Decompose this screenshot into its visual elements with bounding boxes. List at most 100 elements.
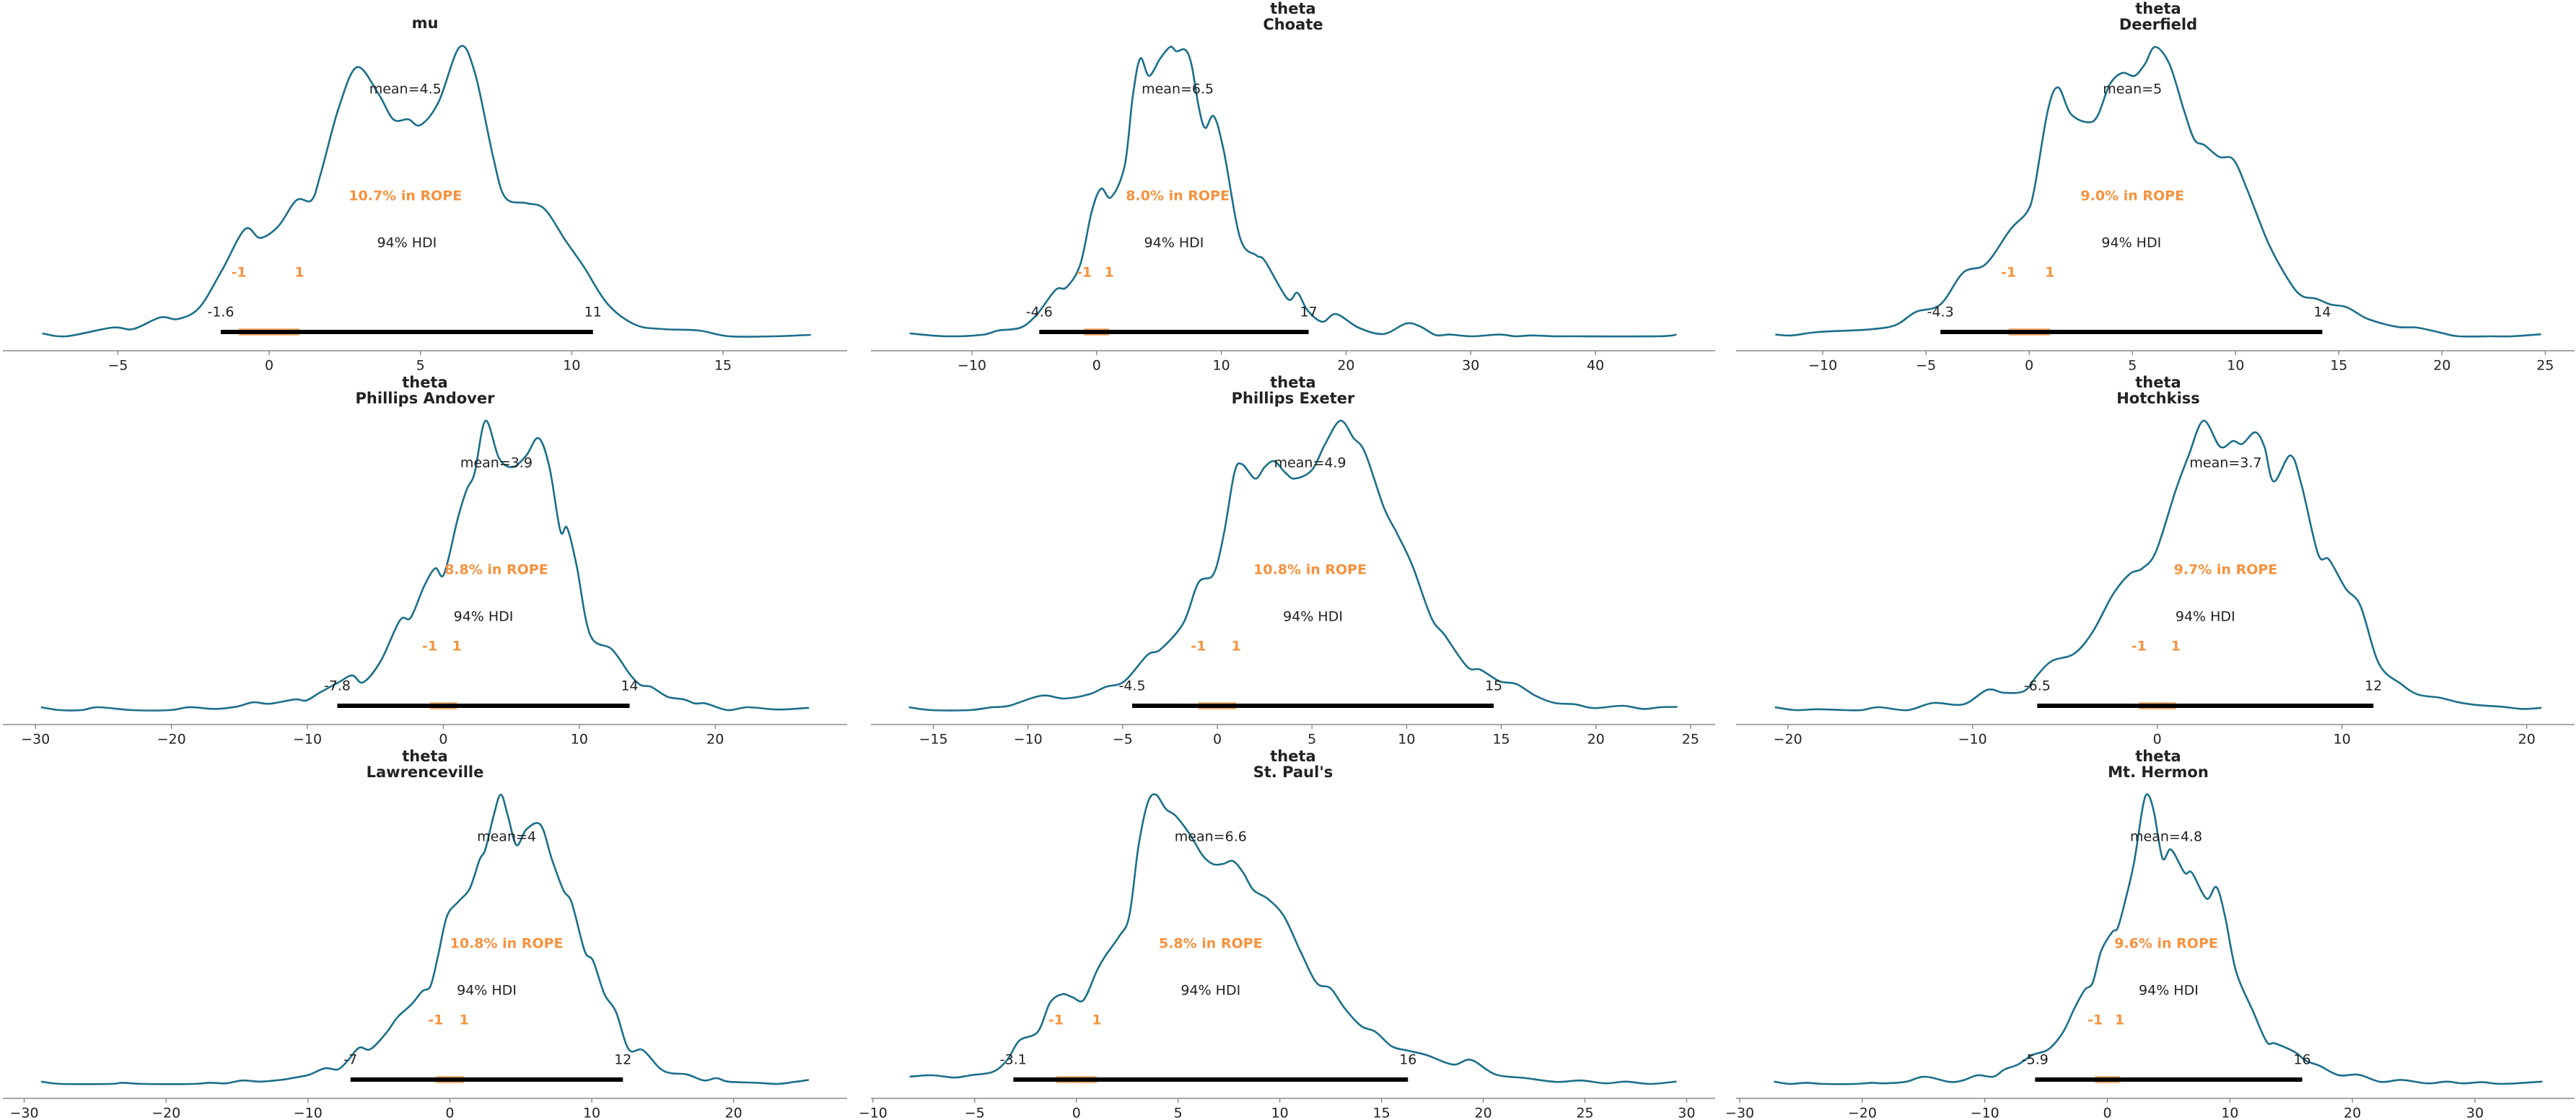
mean-label: mean=4	[477, 829, 536, 845]
hdi-label: 94% HDI	[377, 235, 437, 251]
subplot-title-school: Hotchkiss	[2116, 390, 2200, 407]
mean-label: mean=6.5	[1142, 82, 1214, 97]
x-tick-label: −10	[1971, 1106, 1999, 1120]
hdi-upper-label: 14	[621, 678, 638, 694]
rope-percent-label: 9.6% in ROPE	[2114, 936, 2218, 952]
rope-percent-label: 10.8% in ROPE	[450, 936, 564, 952]
rope-upper-label: 1	[2045, 265, 2054, 281]
hdi-lower-label: -5.9	[2022, 1052, 2049, 1068]
density-curve	[909, 793, 1677, 1085]
rope-lower-label: -1	[1077, 265, 1092, 281]
x-tick-label: 0	[1072, 1106, 1081, 1120]
density-curve	[908, 419, 1678, 712]
mean-label: mean=4.5	[369, 82, 442, 97]
hdi-upper-label: 12	[614, 1052, 631, 1068]
hdi-label: 94% HDI	[454, 609, 514, 625]
subplot-title-school: Choate	[1263, 16, 1323, 33]
subplot-title-variable: theta	[402, 748, 447, 765]
hdi-upper-label: 14	[2313, 305, 2331, 320]
x-tick-label: −10	[958, 358, 986, 374]
density-curve	[40, 419, 810, 712]
x-tick-label: 25	[1576, 1106, 1593, 1120]
rope-percent-label: 10.8% in ROPE	[1253, 562, 1367, 578]
subplot-title-school: St. Paul's	[1253, 764, 1333, 781]
hdi-lower-label: -4.6	[1026, 305, 1053, 320]
x-tick-label: 10	[1213, 358, 1230, 374]
rope-lower-label: -1	[232, 265, 247, 281]
x-tick-label: −5	[108, 358, 128, 374]
subplot-title-school: Phillips Exeter	[1232, 390, 1355, 407]
rope-lower-label: -1	[422, 639, 437, 655]
subplot-title-variable: theta	[1270, 748, 1315, 765]
x-tick-label: −20	[1848, 1106, 1877, 1120]
x-tick-label: 5	[1307, 732, 1316, 748]
density-curve	[1774, 419, 2542, 712]
x-tick-label: 30	[1462, 358, 1479, 374]
density-curve	[909, 45, 1677, 338]
x-tick-label: 0	[2103, 1106, 2111, 1120]
hdi-label: 94% HDI	[2139, 983, 2199, 999]
x-tick-label: 20	[1587, 732, 1605, 748]
hdi-upper-label: 16	[1399, 1052, 1416, 1068]
hdi-lower-label: -7	[343, 1052, 357, 1068]
rope-lower-label: -1	[2132, 639, 2147, 655]
x-tick-label: 20	[2344, 1106, 2361, 1120]
subplot-title-variable: theta	[2135, 374, 2181, 391]
hdi-upper-label: 15	[1485, 678, 1502, 694]
hdi-lower-label: -1.6	[207, 305, 234, 320]
x-tick-label: 30	[1678, 1106, 1695, 1120]
mean-label: mean=6.6	[1175, 829, 1247, 845]
rope-percent-label: 8.8% in ROPE	[444, 562, 548, 578]
rope-upper-label: 1	[2115, 1012, 2124, 1028]
rope-lower-label: -1	[1048, 1012, 1064, 1028]
subplot-title-variable: theta	[2135, 748, 2181, 765]
mean-label: mean=4.9	[1274, 455, 1346, 471]
rope-percent-label: 10.7% in ROPE	[349, 188, 462, 204]
rope-lower-label: -1	[1191, 639, 1206, 655]
hdi-lower-label: -4.5	[1118, 678, 1145, 694]
x-tick-label: 0	[2025, 358, 2033, 374]
hdi-label: 94% HDI	[2101, 235, 2161, 251]
x-tick-label: −30	[9, 1106, 38, 1120]
x-tick-label: −20	[157, 732, 186, 748]
rope-upper-label: 1	[459, 1012, 468, 1028]
x-tick-label: 15	[2330, 358, 2347, 374]
x-tick-label: −30	[1725, 1106, 1754, 1120]
x-tick-label: 10	[1398, 732, 1415, 748]
hdi-upper-label: 17	[1300, 305, 1318, 320]
x-tick-label: 0	[1213, 732, 1222, 748]
x-tick-label: −10	[1014, 732, 1043, 748]
x-tick-label: −15	[919, 732, 948, 748]
x-tick-label: 0	[2153, 732, 2162, 748]
rope-upper-label: 1	[452, 639, 462, 655]
x-tick-label: −5	[1113, 732, 1133, 748]
x-tick-label: 25	[1682, 732, 1699, 748]
x-tick-label: 10	[563, 358, 580, 374]
x-tick-label: −20	[1774, 732, 1802, 748]
x-tick-label: 15	[1492, 732, 1510, 748]
subplot-title-school: Deerfield	[2119, 16, 2197, 33]
mean-label: mean=3.7	[2189, 455, 2261, 471]
subplot-mu: mu mean=4.5 10.7% in ROPE 94% HDI -1 1 -1.6 11 −…	[3, 14, 847, 374]
rope-percent-label: 9.7% in ROPE	[2174, 562, 2278, 578]
rope-lower-label: -1	[2087, 1012, 2103, 1028]
subplot-title-variable: theta	[1270, 0, 1315, 17]
x-tick-label: 20	[2433, 358, 2450, 374]
rope-lower-label: -1	[2001, 265, 2016, 281]
rope-lower-label: -1	[428, 1012, 443, 1028]
hdi-lower-label: -7.8	[324, 678, 351, 694]
hdi-label: 94% HDI	[1283, 609, 1343, 625]
rope-upper-label: 1	[1232, 639, 1241, 655]
subplot-title-school: Phillips Andover	[356, 390, 496, 407]
x-tick-label: −10	[1958, 732, 1987, 748]
x-tick-label: −20	[152, 1106, 180, 1120]
x-tick-label: −5	[965, 1106, 985, 1120]
x-tick-label: 20	[2518, 732, 2536, 748]
x-tick-label: 25	[2536, 358, 2554, 374]
x-tick-label: 10	[571, 732, 588, 748]
x-tick-label: −5	[1916, 358, 1936, 374]
